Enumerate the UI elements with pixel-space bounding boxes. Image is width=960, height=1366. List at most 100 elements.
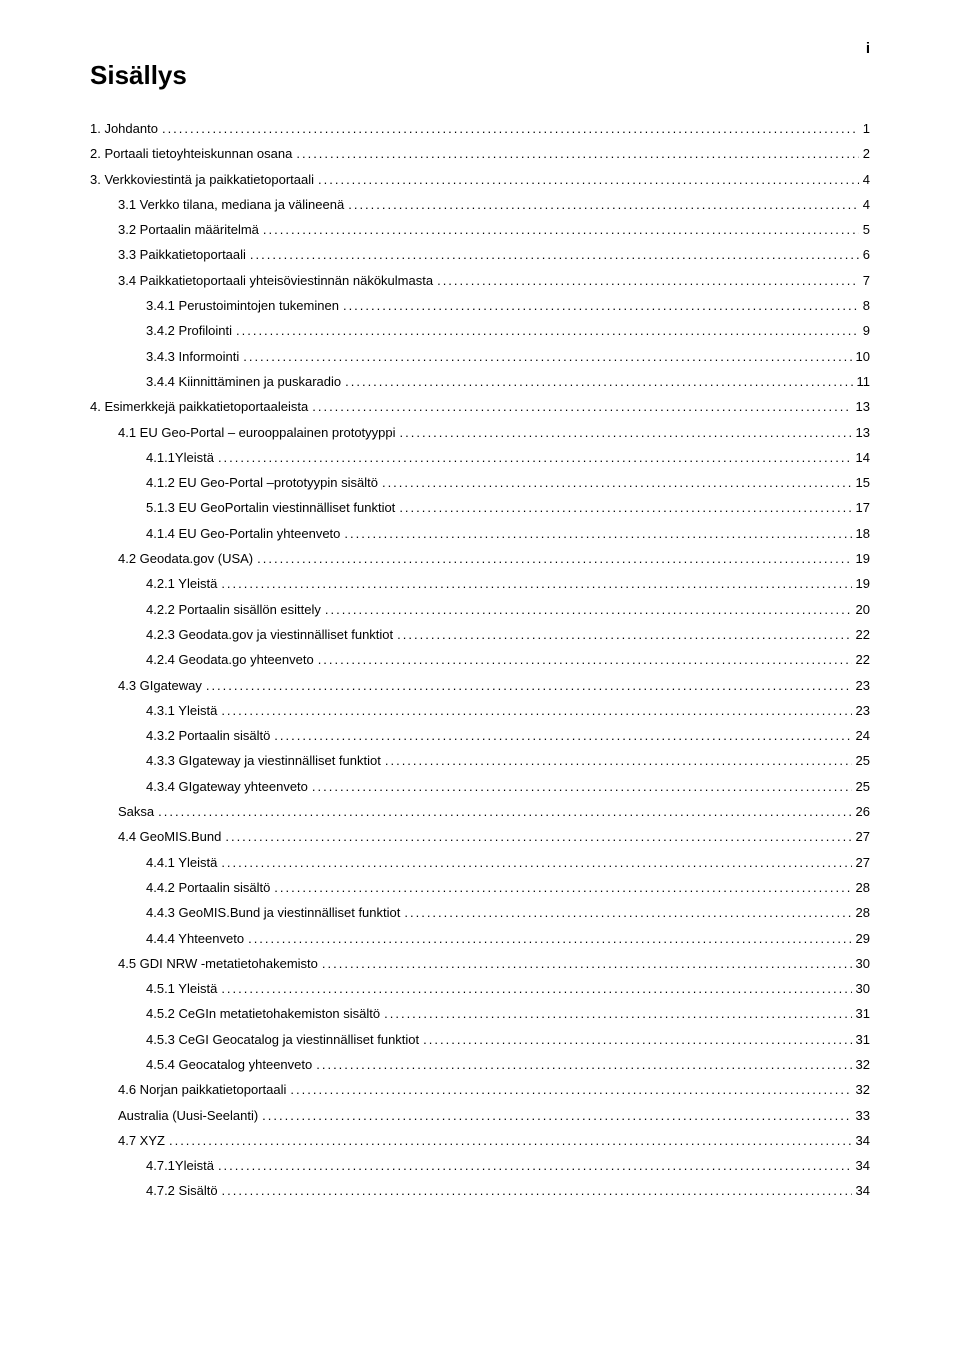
toc-entry-label: 3.4.3 Informointi <box>146 347 239 368</box>
toc-dots <box>348 195 859 216</box>
toc-dots <box>296 144 858 165</box>
toc-dots <box>343 296 859 317</box>
toc-entry-label: 4.5 GDI NRW -metatietohakemisto <box>118 954 318 975</box>
toc-entry-page: 34 <box>856 1181 870 1202</box>
toc-entry-label: 4.7.2 Sisältö <box>146 1181 218 1202</box>
toc-entry: 3.4 Paikkatietoportaali yhteisöviestinnä… <box>90 271 870 292</box>
toc-entry: 4.1 EU Geo-Portal – eurooppalainen proto… <box>90 423 870 444</box>
toc-dots <box>382 473 852 494</box>
toc-entry: 4.7.2 Sisältö 34 <box>90 1181 870 1202</box>
toc-entry-page: 20 <box>856 600 870 621</box>
toc-dots <box>312 777 852 798</box>
toc-dots <box>325 600 852 621</box>
toc-entry-page: 2 <box>863 144 870 165</box>
toc-entry-label: 4.5.2 CeGIn metatietohakemiston sisältö <box>146 1004 380 1025</box>
toc-dots <box>344 524 851 545</box>
toc-entry: 4.2.2 Portaalin sisällön esittely20 <box>90 600 870 621</box>
toc-entry-page: 28 <box>856 878 870 899</box>
toc-entry-page: 32 <box>856 1055 870 1076</box>
toc-entry-page: 27 <box>856 827 870 848</box>
toc-entry-label: 4. Esimerkkejä paikkatietoportaaleista <box>90 397 308 418</box>
toc-entry-page: 19 <box>856 549 870 570</box>
toc-entry-label: 4.2.4 Geodata.go yhteenveto <box>146 650 314 671</box>
toc-entry: 3.3 Paikkatietoportaali6 <box>90 245 870 266</box>
toc-entry: 4.4.4 Yhteenveto29 <box>90 929 870 950</box>
toc-entry-page: 5 <box>863 220 870 241</box>
toc-entry: 4.4.2 Portaalin sisältö28 <box>90 878 870 899</box>
toc-entry-label: 4.3.2 Portaalin sisältö <box>146 726 270 747</box>
toc-entry-page: 10 <box>856 347 870 368</box>
toc-entry: 4.3.4 GIgateway yhteenveto 25 <box>90 777 870 798</box>
toc-entry-label: 4.1 EU Geo-Portal – eurooppalainen proto… <box>118 423 396 444</box>
toc-entry-label: 4.3 GIgateway <box>118 676 202 697</box>
toc-entry: 3.4.2 Profilointi 9 <box>90 321 870 342</box>
toc-dots <box>158 802 851 823</box>
toc-entry: 4. Esimerkkejä paikkatietoportaaleista13 <box>90 397 870 418</box>
toc-entry: 3.4.1 Perustoimintojen tukeminen8 <box>90 296 870 317</box>
toc-entry-page: 19 <box>856 574 870 595</box>
toc-entry: 4.5.2 CeGIn metatietohakemiston sisältö 3… <box>90 1004 870 1025</box>
toc-dots <box>257 549 851 570</box>
toc-dots <box>423 1030 851 1051</box>
toc-entry-page: 6 <box>863 245 870 266</box>
toc-entry: 2. Portaali tietoyhteiskunnan osana 2 <box>90 144 870 165</box>
toc-entry-page: 23 <box>856 676 870 697</box>
toc-dots <box>243 347 851 368</box>
toc-entry-label: 4.5.4 Geocatalog yhteenveto <box>146 1055 312 1076</box>
toc-entry-page: 34 <box>856 1131 870 1152</box>
toc-dots <box>274 726 851 747</box>
toc-entry-label: 4.5.3 CeGI Geocatalog ja viestinnälliset… <box>146 1030 419 1051</box>
toc-entry: 4.6 Norjan paikkatietoportaali32 <box>90 1080 870 1101</box>
toc-dots <box>221 979 851 1000</box>
toc-entry: 3.2 Portaalin määritelmä 5 <box>90 220 870 241</box>
toc-entry-label: 4.3.4 GIgateway yhteenveto <box>146 777 308 798</box>
toc-dots <box>263 220 859 241</box>
toc-entry-page: 25 <box>856 751 870 772</box>
toc-entry-label: 4.1.4 EU Geo-Portalin yhteenveto <box>146 524 340 545</box>
toc-dots <box>399 498 851 519</box>
toc-entry: 4.2.1 Yleistä19 <box>90 574 870 595</box>
toc-entry: 4.4.1 Yleistä27 <box>90 853 870 874</box>
page-number: i <box>866 40 870 57</box>
toc-entry-label: 4.1.2 EU Geo-Portal –prototyypin sisältö <box>146 473 378 494</box>
toc-entry-label: 3.4.2 Profilointi <box>146 321 232 342</box>
toc-dots <box>162 119 859 140</box>
toc-dots <box>169 1131 852 1152</box>
toc-dots <box>400 423 852 444</box>
toc-entry-page: 25 <box>856 777 870 798</box>
toc-entry-label: 3. Verkkoviestintä ja paikkatietoportaal… <box>90 170 314 191</box>
toc-entry: 4.7 XYZ34 <box>90 1131 870 1152</box>
toc-dots <box>222 1181 852 1202</box>
toc-dots <box>248 929 851 950</box>
toc-dots <box>318 650 852 671</box>
toc-entry-page: 30 <box>856 979 870 1000</box>
toc-entry-page: 1 <box>863 119 870 140</box>
toc-entry-page: 33 <box>856 1106 870 1127</box>
toc-dots <box>290 1080 851 1101</box>
toc-entry-page: 28 <box>856 903 870 924</box>
toc-entry: 4.1.4 EU Geo-Portalin yhteenveto18 <box>90 524 870 545</box>
toc-entry-page: 26 <box>856 802 870 823</box>
toc-dots <box>404 903 851 924</box>
toc-entry: 4.3.3 GIgateway ja viestinnälliset funkt… <box>90 751 870 772</box>
toc-entry-page: 31 <box>856 1004 870 1025</box>
toc-entry-label: 3.2 Portaalin määritelmä <box>118 220 259 241</box>
toc-entry-label: 3.1 Verkko tilana, mediana ja välineenä <box>118 195 344 216</box>
toc-dots <box>316 1055 851 1076</box>
toc-entry-page: 4 <box>863 170 870 191</box>
toc-entry: 3.4.3 Informointi 10 <box>90 347 870 368</box>
toc-entry-label: 2. Portaali tietoyhteiskunnan osana <box>90 144 292 165</box>
toc-entry: 4.4 GeoMIS.Bund 27 <box>90 827 870 848</box>
toc-entry-page: 9 <box>863 321 870 342</box>
toc-dots <box>225 827 851 848</box>
toc-title: Sisällys <box>90 60 870 91</box>
toc-entry-label: 4.4 GeoMIS.Bund <box>118 827 221 848</box>
toc-dots <box>218 1156 852 1177</box>
toc-entry: 4.2.4 Geodata.go yhteenveto22 <box>90 650 870 671</box>
toc-entry-page: 17 <box>856 498 870 519</box>
toc-entry-label: Saksa <box>118 802 154 823</box>
toc-dots <box>262 1106 851 1127</box>
toc-dots <box>206 676 852 697</box>
toc-entry: 4.5.4 Geocatalog yhteenveto 32 <box>90 1055 870 1076</box>
toc-entry: 3.1 Verkko tilana, mediana ja välineenä4 <box>90 195 870 216</box>
